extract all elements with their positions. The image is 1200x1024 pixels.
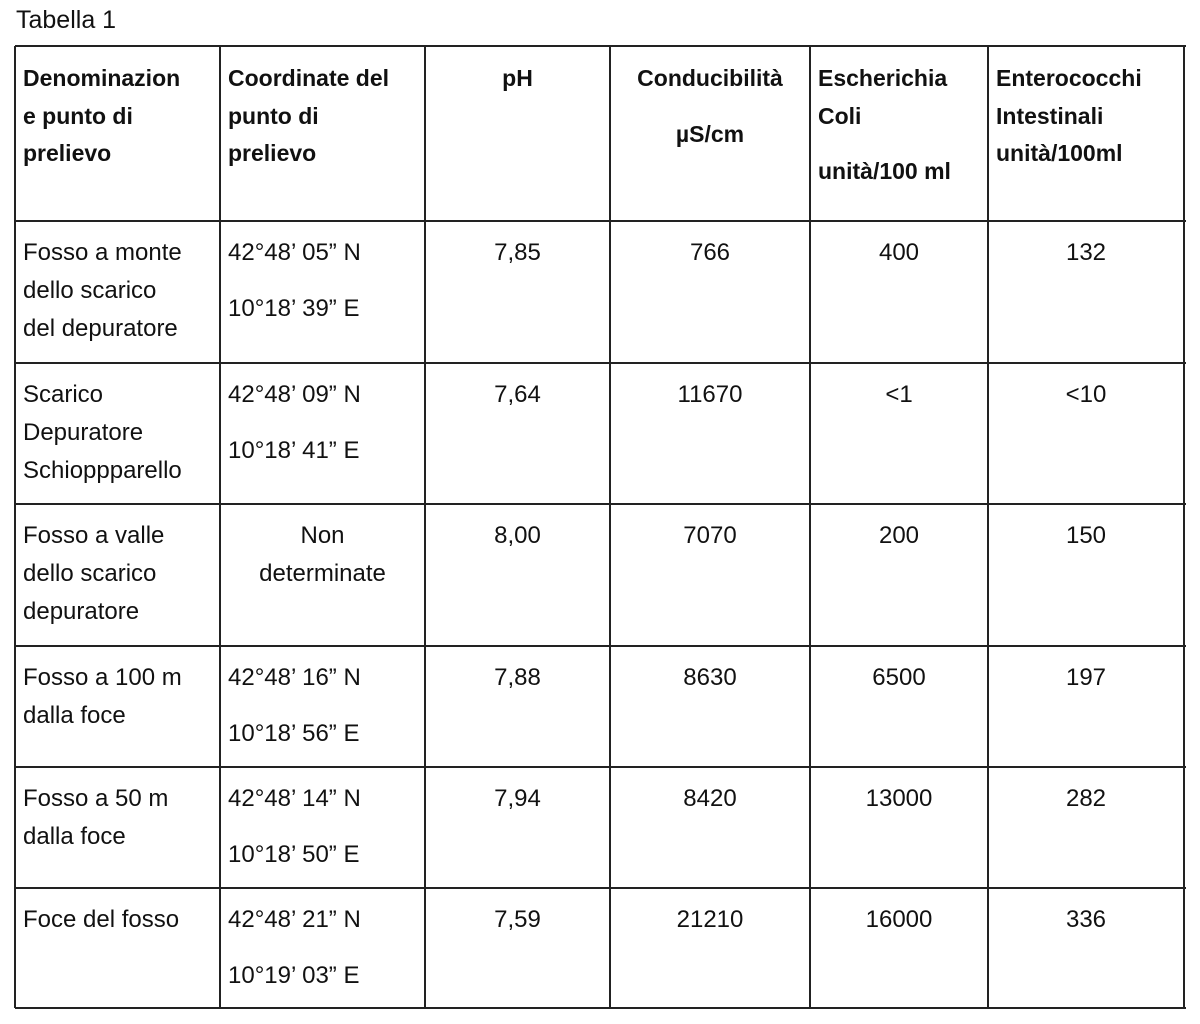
header-text: punto di — [228, 103, 319, 129]
row-border — [15, 766, 1186, 768]
header-text: Enterococchi — [996, 65, 1142, 91]
header-text: Escherichia — [818, 65, 948, 91]
header-text: Intestinali — [996, 103, 1104, 129]
column-border — [809, 46, 811, 1008]
cell-text: 10°18’ 56” E — [228, 720, 360, 747]
cell-text: dalla foce — [23, 823, 126, 850]
header-text: Denominazion — [23, 65, 181, 91]
cell-text: <1 — [885, 381, 913, 408]
header-text: unità/100ml — [996, 140, 1123, 166]
cell-text: 132 — [1065, 239, 1107, 266]
cell-text: 336 — [1065, 906, 1107, 933]
cell-text: Non — [300, 522, 345, 549]
header-text: Conducibilità — [637, 65, 783, 91]
cell-text: 10°19’ 03” E — [228, 962, 360, 989]
row-border — [15, 45, 1186, 47]
cell-text: 42°48’ 14” N — [228, 785, 361, 812]
cell-text: 7,64 — [494, 381, 541, 408]
cell-text: 42°48’ 09” N — [228, 381, 361, 408]
cell-text: 8420 — [683, 785, 737, 812]
cell-text: 11670 — [677, 381, 743, 408]
cell-text: 42°48’ 05” N — [228, 239, 361, 266]
cell-text: del depuratore — [23, 315, 178, 342]
cell-text: 197 — [1065, 664, 1107, 691]
column-border — [609, 46, 611, 1008]
cell-text: 16000 — [865, 906, 933, 933]
cell-text: 7070 — [683, 522, 737, 549]
cell-text: <10 — [1065, 381, 1107, 408]
cell-text: depuratore — [23, 598, 140, 625]
header-text: prelievo — [23, 140, 112, 166]
row-border — [15, 887, 1186, 889]
cell-text: 21210 — [676, 906, 744, 933]
cell-text: 42°48’ 16” N — [228, 664, 361, 691]
cell-text: Scarico — [23, 381, 104, 408]
column-border — [219, 46, 221, 1008]
caption: Tabella 1 — [16, 6, 117, 34]
header-text: µS/cm — [675, 121, 745, 147]
cell-text: Fosso a 100 m — [23, 664, 182, 691]
cell-text: 8630 — [683, 664, 737, 691]
cell-text: dello scarico — [23, 560, 157, 587]
cell-text: dello scarico — [23, 277, 157, 304]
cell-text: 10°18’ 39” E — [228, 295, 360, 322]
row-border — [15, 220, 1186, 222]
cell-text: 200 — [878, 522, 920, 549]
cell-text: 766 — [689, 239, 731, 266]
cell-text: determinate — [259, 560, 386, 587]
cell-text: 150 — [1065, 522, 1107, 549]
row-border — [15, 645, 1186, 647]
cell-text: 10°18’ 50” E — [228, 841, 360, 868]
cell-text: 7,85 — [494, 239, 541, 266]
column-border — [424, 46, 426, 1008]
cell-text: 7,59 — [494, 906, 541, 933]
column-border — [1183, 46, 1185, 1008]
cell-text: 282 — [1065, 785, 1107, 812]
cell-text: Schioppparello — [23, 457, 182, 484]
cell-text: 42°48’ 21” N — [228, 906, 361, 933]
header-text: Coordinate del — [228, 65, 390, 91]
row-border — [15, 362, 1186, 364]
row-border — [15, 1007, 1186, 1009]
row-border — [15, 503, 1186, 505]
header-text: Coli — [818, 103, 862, 129]
header-text: pH — [502, 65, 533, 91]
cell-text: Foce del fosso — [23, 906, 180, 933]
header-text: unità/100 ml — [818, 158, 951, 184]
cell-text: 6500 — [872, 664, 926, 691]
cell-text: 400 — [878, 239, 920, 266]
cell-text: dalla foce — [23, 702, 126, 729]
cell-text: 10°18’ 41” E — [228, 437, 360, 464]
cell-text: Depuratore — [23, 419, 144, 446]
cell-text: 7,94 — [494, 785, 541, 812]
header-text: prelievo — [228, 140, 317, 166]
cell-text: Fosso a valle — [23, 522, 165, 549]
cell-text: 13000 — [865, 785, 933, 812]
header-text: e punto di — [23, 103, 133, 129]
cell-text: 7,88 — [494, 664, 541, 691]
column-border — [987, 46, 989, 1008]
cell-text: Fosso a 50 m — [23, 785, 169, 812]
column-border — [14, 46, 16, 1008]
cell-text: Fosso a monte — [23, 239, 182, 266]
cell-text: 8,00 — [494, 522, 541, 549]
